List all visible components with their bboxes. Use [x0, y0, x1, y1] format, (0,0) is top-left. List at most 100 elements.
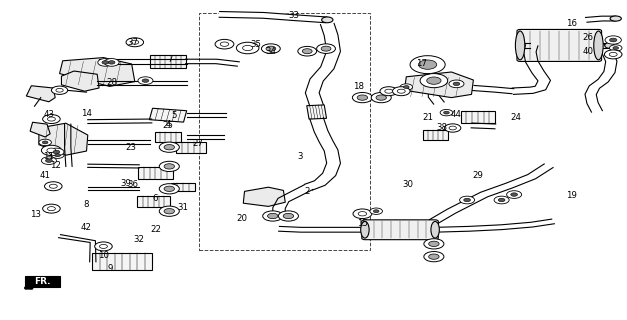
Ellipse shape [604, 43, 614, 48]
Polygon shape [39, 123, 88, 155]
Text: 4: 4 [166, 120, 171, 129]
Polygon shape [88, 140, 150, 144]
Polygon shape [273, 185, 313, 218]
Text: 41: 41 [40, 171, 51, 180]
Ellipse shape [361, 221, 369, 238]
Circle shape [53, 150, 60, 154]
Polygon shape [93, 253, 152, 270]
Polygon shape [219, 12, 327, 23]
Text: 25: 25 [162, 121, 174, 130]
Polygon shape [97, 81, 149, 85]
Text: 5: 5 [172, 111, 177, 120]
Circle shape [126, 38, 144, 47]
Circle shape [102, 61, 108, 64]
Text: 23: 23 [125, 143, 136, 152]
Polygon shape [137, 196, 170, 207]
Text: 26: 26 [582, 33, 594, 42]
Text: 30: 30 [402, 180, 413, 189]
Text: FR.: FR. [34, 277, 51, 286]
Circle shape [98, 59, 113, 66]
Circle shape [43, 204, 60, 213]
Circle shape [385, 89, 393, 93]
Circle shape [142, 79, 149, 82]
Circle shape [404, 86, 409, 88]
Ellipse shape [322, 17, 333, 23]
Text: 29: 29 [472, 171, 483, 180]
Circle shape [46, 159, 52, 162]
Circle shape [131, 40, 139, 44]
Polygon shape [404, 72, 473, 98]
Polygon shape [149, 108, 187, 122]
Circle shape [507, 191, 522, 198]
Text: 39: 39 [120, 179, 131, 188]
Polygon shape [30, 122, 50, 137]
Ellipse shape [594, 31, 603, 60]
Circle shape [302, 49, 312, 54]
Circle shape [298, 46, 317, 56]
Circle shape [418, 60, 437, 69]
Polygon shape [423, 130, 448, 140]
Circle shape [380, 87, 398, 96]
Polygon shape [429, 164, 553, 223]
Circle shape [263, 211, 283, 221]
Polygon shape [471, 123, 496, 129]
Circle shape [51, 86, 68, 94]
Text: 3: 3 [297, 152, 302, 161]
Text: 8: 8 [84, 200, 89, 209]
Circle shape [159, 161, 179, 172]
Text: 22: 22 [150, 225, 161, 234]
Circle shape [605, 36, 621, 44]
Circle shape [440, 109, 453, 116]
Circle shape [398, 89, 405, 93]
Circle shape [164, 186, 174, 191]
Polygon shape [473, 85, 514, 94]
Polygon shape [65, 124, 72, 166]
Polygon shape [150, 59, 187, 64]
Polygon shape [307, 105, 327, 119]
Circle shape [453, 82, 460, 85]
Polygon shape [460, 111, 495, 123]
Text: 28: 28 [106, 78, 117, 87]
Polygon shape [88, 187, 139, 190]
Circle shape [104, 59, 119, 66]
Circle shape [353, 209, 372, 219]
Circle shape [100, 244, 107, 248]
Circle shape [48, 207, 55, 211]
Polygon shape [585, 44, 617, 112]
Circle shape [268, 213, 278, 219]
Circle shape [464, 198, 470, 202]
Circle shape [427, 77, 441, 84]
Circle shape [410, 56, 445, 74]
Circle shape [494, 196, 509, 204]
Text: 37: 37 [127, 38, 139, 47]
Polygon shape [176, 142, 206, 153]
Text: 19: 19 [566, 191, 577, 200]
Polygon shape [243, 187, 285, 206]
Polygon shape [305, 23, 340, 106]
Text: 9: 9 [107, 264, 112, 273]
Text: 7: 7 [168, 55, 173, 64]
Circle shape [236, 42, 259, 54]
Text: 11: 11 [43, 152, 55, 161]
Text: 36: 36 [127, 180, 139, 189]
Circle shape [511, 193, 517, 196]
Text: 27: 27 [192, 140, 203, 148]
Polygon shape [512, 45, 551, 94]
Text: 13: 13 [30, 210, 41, 219]
Circle shape [400, 84, 413, 90]
FancyBboxPatch shape [362, 220, 438, 240]
Circle shape [393, 87, 410, 96]
Polygon shape [519, 43, 530, 48]
Polygon shape [26, 86, 55, 102]
FancyBboxPatch shape [517, 29, 602, 61]
Circle shape [424, 239, 444, 249]
Circle shape [159, 184, 179, 194]
Circle shape [449, 126, 456, 130]
Circle shape [609, 52, 617, 56]
Polygon shape [61, 71, 99, 91]
Text: 43: 43 [43, 110, 55, 119]
Circle shape [159, 206, 179, 216]
Polygon shape [138, 167, 173, 179]
Circle shape [460, 196, 475, 204]
Circle shape [373, 210, 379, 212]
